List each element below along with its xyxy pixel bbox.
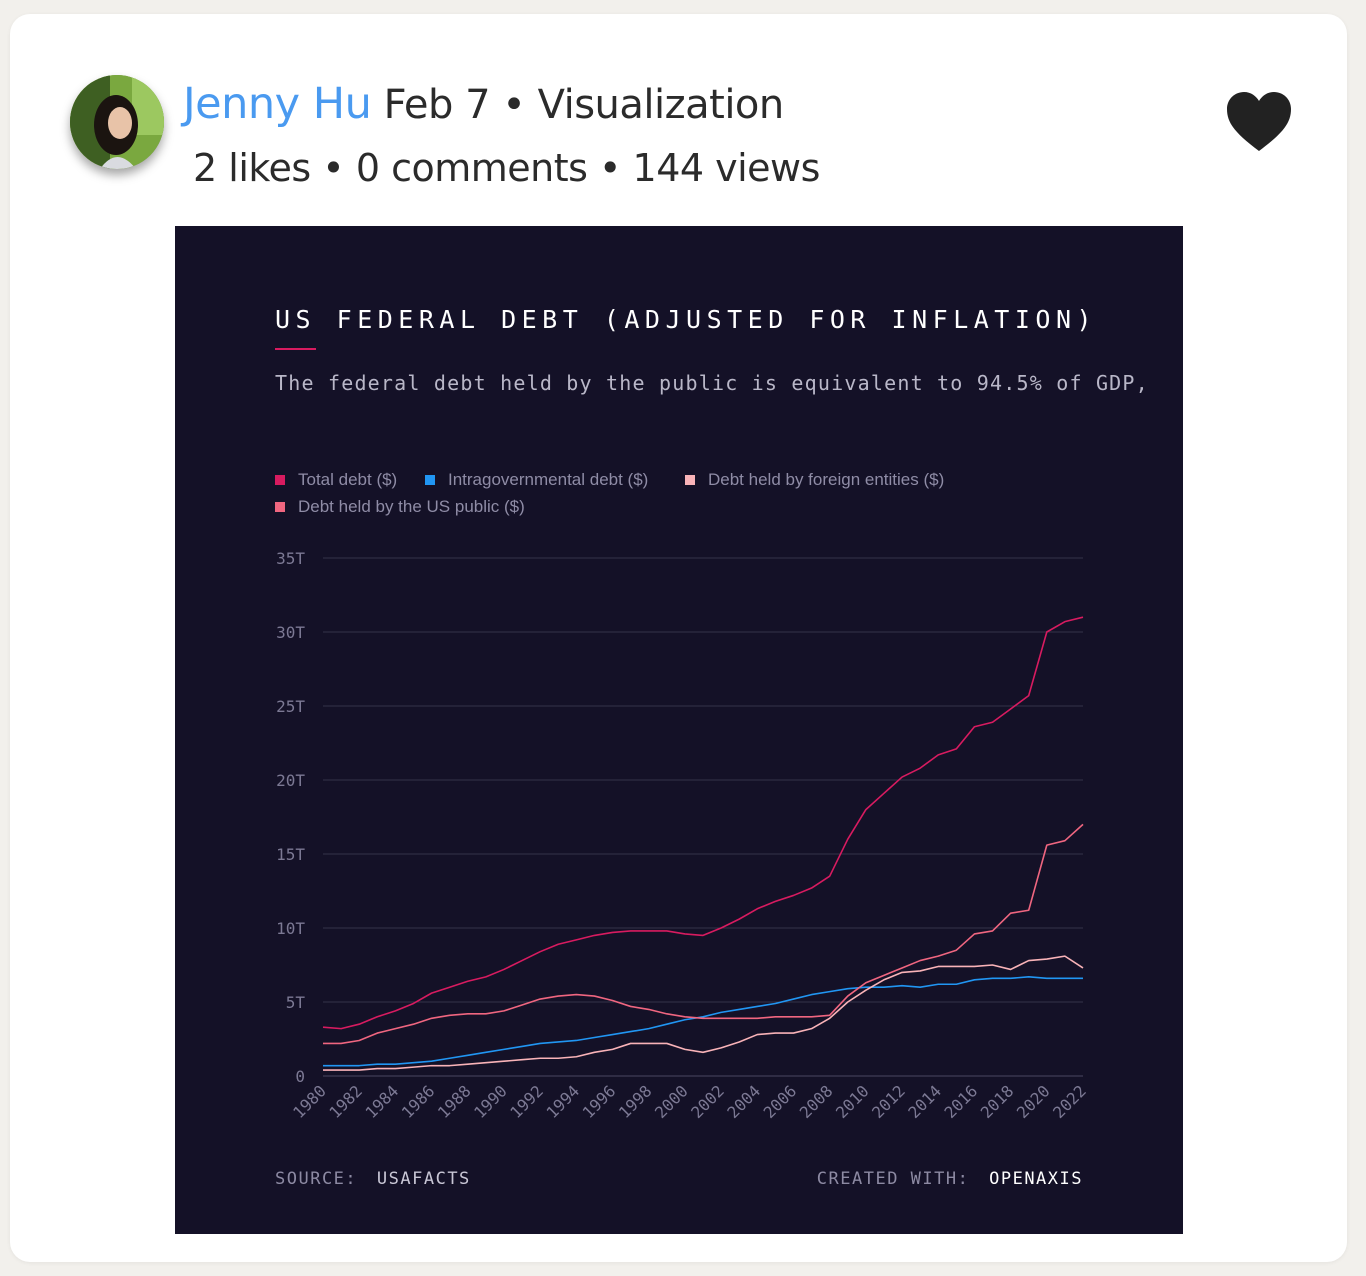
likes-count: 2 likes <box>193 146 311 190</box>
chart-panel: US FEDERAL DEBT (ADJUSTED FOR INFLATION)… <box>175 226 1183 1234</box>
post-stats: 2 likes • 0 comments • 144 views <box>193 140 820 196</box>
post-date: Feb 7 <box>383 82 491 128</box>
x-tick-label: 2000 <box>651 1081 692 1122</box>
legend-label: Intragovernmental debt ($) <box>448 470 648 489</box>
credit-label: CREATED WITH: OPENAXIS <box>817 1169 1083 1189</box>
x-tick-label: 2020 <box>1013 1081 1054 1122</box>
x-tick-label: 1988 <box>434 1081 475 1122</box>
x-tick-label: 2022 <box>1049 1081 1090 1122</box>
meta-separator: • <box>502 82 526 128</box>
heart-icon <box>1227 92 1291 151</box>
title-underline <box>275 348 316 350</box>
post-meta: Jenny Hu Feb 7 • Visualization <box>183 76 784 133</box>
source-label: SOURCE: USAFACTS <box>275 1169 471 1189</box>
x-tick-label: 1984 <box>362 1081 403 1122</box>
chart-legend: Total debt ($) Intragovernmental debt ($)… <box>275 470 944 516</box>
x-tick-label: 2008 <box>796 1081 837 1122</box>
author-name[interactable]: Jenny Hu <box>183 79 372 129</box>
legend-label: Total debt ($) <box>298 470 397 489</box>
post-card: Jenny Hu Feb 7 • Visualization 2 likes •… <box>10 14 1347 1262</box>
x-tick-label: 2018 <box>977 1081 1018 1122</box>
y-tick-label: 15T <box>276 845 305 864</box>
x-tick-label: 1992 <box>506 1081 547 1122</box>
x-tick-label: 1994 <box>542 1081 583 1122</box>
legend-item[interactable]: Intragovernmental debt ($) <box>425 470 648 489</box>
comments-count[interactable]: 0 comments <box>355 146 588 190</box>
y-tick-label: 35T <box>276 549 305 568</box>
chart-grid <box>323 557 1083 1077</box>
series-line <box>323 976 1083 1067</box>
chart-title: US FEDERAL DEBT (ADJUSTED FOR INFLATION) <box>275 305 1097 334</box>
legend-swatch <box>685 475 695 485</box>
y-axis: 0 5T 10T 15T 20T 25T 30T 35T <box>276 549 305 1086</box>
post-category[interactable]: Visualization <box>537 82 785 128</box>
x-tick-label: 2010 <box>832 1081 873 1122</box>
avatar[interactable] <box>70 75 164 169</box>
x-tick-label: 2004 <box>723 1081 764 1122</box>
x-axis: 1980198219841986198819901992199419961998… <box>289 1081 1090 1122</box>
x-tick-label: 1996 <box>579 1081 620 1122</box>
legend-item[interactable]: Debt held by foreign entities ($) <box>685 470 944 489</box>
x-tick-label: 2014 <box>904 1081 945 1122</box>
x-tick-label: 1980 <box>289 1081 330 1122</box>
y-tick-label: 10T <box>276 919 305 938</box>
legend-label: Debt held by foreign entities ($) <box>708 470 944 489</box>
y-tick-label: 25T <box>276 697 305 716</box>
credit-name: OPENAXIS <box>989 1169 1083 1189</box>
legend-swatch <box>275 475 285 485</box>
x-tick-label: 2006 <box>760 1081 801 1122</box>
series-line <box>323 823 1084 1045</box>
x-tick-label: 1990 <box>470 1081 511 1122</box>
x-tick-label: 1982 <box>325 1081 366 1122</box>
source-name: USAFACTS <box>377 1169 471 1189</box>
x-tick-label: 2016 <box>941 1081 982 1122</box>
stats-separator: • <box>599 146 621 190</box>
stats-separator: • <box>322 146 345 190</box>
x-tick-label: 2002 <box>687 1081 728 1122</box>
chart-series <box>322 616 1084 1071</box>
series-line <box>322 616 1084 1030</box>
legend-item[interactable]: Debt held by the US public ($) <box>275 497 525 516</box>
like-button[interactable] <box>1225 91 1293 153</box>
credit-prefix: CREATED WITH: <box>817 1169 970 1189</box>
x-tick-label: 1998 <box>615 1081 656 1122</box>
legend-swatch <box>425 475 435 485</box>
avatar-image <box>70 75 164 169</box>
legend-label: Debt held by the US public ($) <box>298 497 525 516</box>
debt-chart: US FEDERAL DEBT (ADJUSTED FOR INFLATION)… <box>275 305 1149 1189</box>
series-line <box>323 955 1084 1071</box>
x-tick-label: 2012 <box>868 1081 909 1122</box>
chart-subtitle: The federal debt held by the public is e… <box>275 371 1149 395</box>
views-count: 144 views <box>632 146 821 190</box>
y-tick-label: 30T <box>276 623 305 642</box>
x-tick-label: 1986 <box>398 1081 439 1122</box>
legend-swatch <box>275 502 285 512</box>
y-tick-label: 5T <box>286 993 306 1012</box>
source-prefix: SOURCE: <box>275 1169 357 1189</box>
legend-item[interactable]: Total debt ($) <box>275 470 397 489</box>
y-tick-label: 0 <box>295 1067 305 1086</box>
y-tick-label: 20T <box>276 771 305 790</box>
